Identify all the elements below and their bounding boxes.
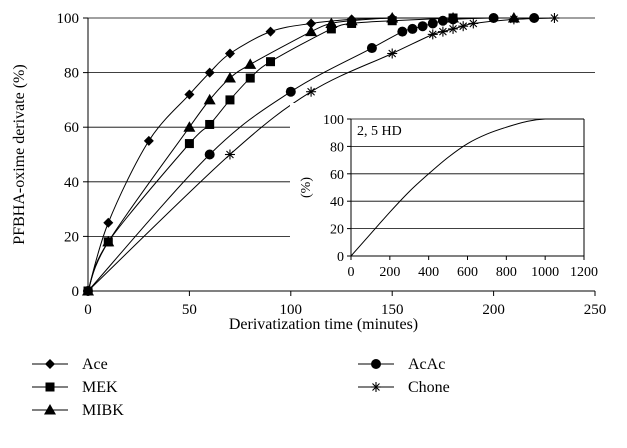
data-point-mek (245, 73, 255, 83)
y-tick-label: 20 (64, 229, 79, 245)
data-point-mibk (345, 14, 358, 26)
inset-y-axis-title: (%) (299, 177, 314, 198)
legend-label: Chone (408, 379, 450, 396)
data-point-mek (205, 119, 215, 129)
inset-x-tick-label: 800 (496, 265, 517, 280)
x-tick-label: 0 (84, 302, 92, 318)
legend-item-mibk: MIBK (32, 402, 124, 419)
data-point-chone (468, 18, 479, 29)
data-point-ace (143, 135, 154, 146)
data-point-chone (83, 286, 93, 296)
data-point-ace (306, 18, 317, 29)
x-tick-label: 50 (182, 302, 197, 318)
inset-series-line (350, 118, 584, 257)
data-point-mibk (223, 72, 236, 83)
data-point-chone (549, 13, 560, 23)
inset-x-tick-label: 600 (457, 265, 478, 280)
data-point-acac (204, 149, 215, 160)
y-tick-label: 60 (64, 120, 79, 136)
inset-x-tick-label: 0 (348, 265, 355, 280)
data-point-mibk (386, 12, 399, 23)
legend-label: Ace (82, 356, 108, 373)
data-point-mibk (325, 17, 338, 28)
data-point-acac (285, 86, 296, 97)
inset-y-tick-label: 20 (330, 223, 344, 238)
inset-x-tick-label: 400 (418, 265, 439, 280)
data-point-acac (417, 21, 428, 32)
legend-marker-ace (45, 359, 55, 369)
data-point-mibk (203, 93, 216, 105)
data-point-chone (306, 86, 317, 97)
legend-item-acac: AcAc (358, 356, 445, 373)
legend-marker-mek (45, 382, 55, 392)
data-point-mibk (244, 58, 257, 69)
data-point-chone (508, 14, 519, 25)
y-tick-label: 40 (64, 175, 79, 191)
data-point-chone (448, 23, 459, 34)
inset-y-tick-label: 40 (330, 195, 344, 210)
legend-marker-acac (371, 359, 381, 369)
data-point-acac (397, 26, 408, 37)
data-point-chone (427, 29, 438, 40)
legend: Ace MEK MIBK AcAc Chone (32, 356, 450, 419)
data-point-ace (103, 217, 114, 228)
inset-y-tick-label: 80 (330, 140, 344, 155)
data-point-mek (184, 139, 194, 149)
data-point-chone (387, 48, 398, 59)
inset-y-tick-label: 60 (330, 168, 344, 183)
x-tick-label: 150 (381, 302, 404, 318)
inset-annotation: 2, 5 HD (357, 124, 402, 139)
legend-label: MIBK (82, 402, 124, 419)
inset-annotation-box (352, 120, 414, 140)
data-point-chone (437, 26, 448, 37)
data-point-acac (448, 14, 459, 25)
y-tick-label: 80 (64, 66, 79, 82)
inset-y-tick-label: 100 (323, 113, 344, 128)
x-tick-label: 250 (584, 302, 607, 318)
data-point-acac (366, 43, 377, 54)
data-point-ace (224, 48, 235, 59)
inset-x-tick-label: 1200 (570, 265, 598, 280)
data-point-acac (407, 23, 418, 34)
data-point-ace (184, 89, 195, 100)
data-point-ace (204, 67, 215, 78)
y-tick-label: 100 (57, 11, 80, 27)
data-point-mibk (305, 25, 318, 37)
data-point-ace (265, 26, 276, 37)
legend-item-chone: Chone (358, 379, 450, 396)
x-axis-title: Derivatization time (minutes) (229, 316, 418, 333)
legend-item-mek: MEK (32, 379, 118, 396)
data-point-acac (529, 13, 540, 23)
data-point-chone (224, 149, 235, 160)
legend-marker-mibk (44, 404, 56, 415)
legend-marker-chone (371, 382, 381, 392)
data-point-acac (427, 18, 438, 29)
legend-label: MEK (82, 379, 118, 396)
data-point-acac (437, 15, 448, 26)
data-point-mibk (183, 121, 196, 132)
x-tick-label: 200 (482, 302, 505, 318)
y-tick-label: 0 (72, 284, 80, 300)
data-point-chone (458, 21, 469, 32)
data-point-mek (266, 57, 276, 67)
data-point-mibk (102, 235, 115, 247)
data-point-mek (225, 95, 235, 105)
legend-item-ace: Ace (32, 356, 108, 373)
inset-x-tick-label: 1000 (531, 265, 559, 280)
y-axis-title: PFBHA-oxime derivate (%) (11, 64, 28, 244)
inset-x-tick-label: 200 (379, 265, 400, 280)
legend-label: AcAc (408, 356, 445, 373)
x-tick-label: 100 (280, 302, 303, 318)
data-point-mek (326, 24, 336, 34)
inset-y-tick-label: 0 (337, 250, 344, 265)
